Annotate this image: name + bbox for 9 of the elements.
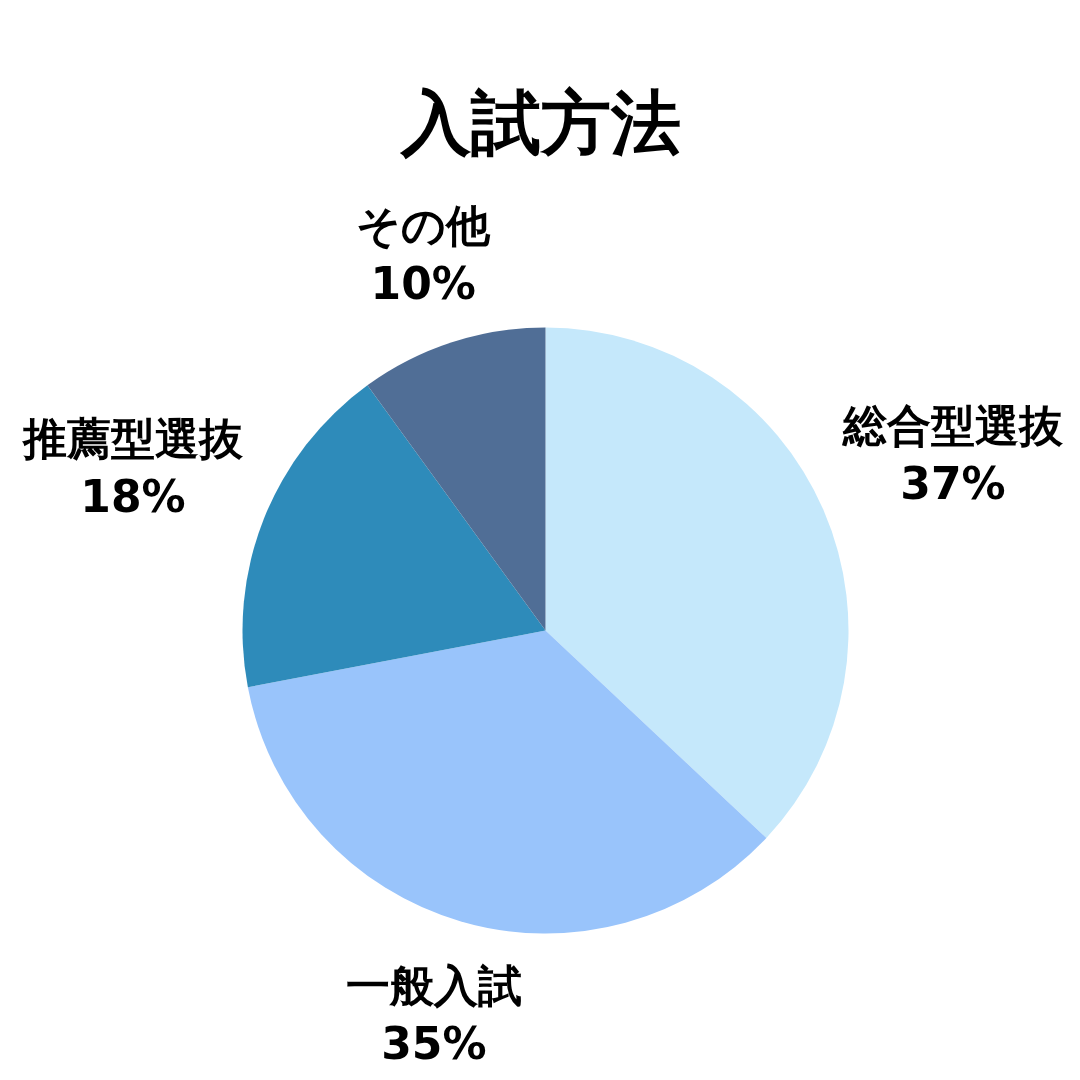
slice-label: 推薦型選抜 <box>21 412 245 464</box>
slice-label: 総合型選抜 <box>840 399 1064 451</box>
data-label: 18% <box>80 470 186 522</box>
data-label: 35% <box>381 1018 487 1070</box>
chart-title: 入試方法 <box>398 81 681 164</box>
slice-label: その他 <box>356 199 492 251</box>
data-label: 37% <box>900 457 1006 509</box>
data-label: 10% <box>370 257 476 309</box>
slice-label: 一般入試 <box>345 960 522 1012</box>
